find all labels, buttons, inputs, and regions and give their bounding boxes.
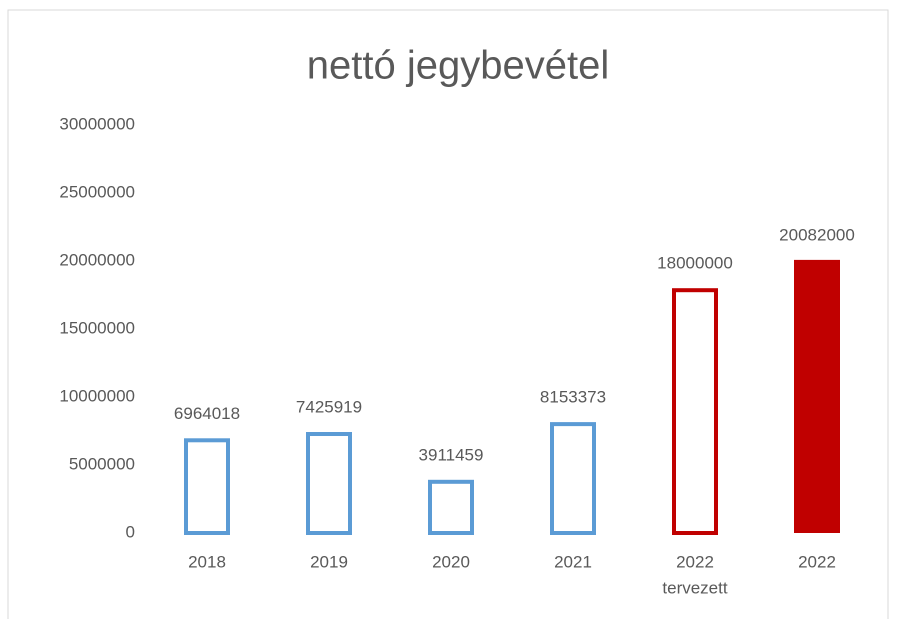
x-tick-label: 2018 [188, 552, 226, 571]
x-tick-label: 2022 [676, 552, 714, 571]
x-tick-label: 2019 [310, 552, 348, 571]
data-label: 20082000 [779, 225, 855, 244]
data-label: 7425919 [296, 397, 362, 416]
data-label: 8153373 [540, 388, 606, 407]
x-tick-label: tervezett [662, 578, 727, 597]
y-tick-label: 25000000 [59, 182, 135, 201]
bar [672, 288, 718, 536]
bar [184, 438, 230, 536]
data-label: 6964018 [174, 404, 240, 423]
bar [794, 259, 840, 533]
y-tick-label: 0 [126, 522, 135, 541]
y-tick-label: 5000000 [69, 454, 135, 473]
x-tick-label: 2022 [798, 552, 836, 571]
chart-frame [7, 9, 889, 619]
chart-title: nettó jegybevétel [307, 44, 609, 88]
y-tick-label: 10000000 [59, 386, 135, 405]
data-label: 18000000 [657, 254, 733, 273]
x-tick-label: 2021 [554, 552, 592, 571]
data-label: 3911459 [419, 445, 484, 464]
x-tick-label: 2020 [432, 552, 470, 571]
y-tick-label: 30000000 [59, 114, 135, 133]
bar [306, 432, 352, 536]
y-tick-label: 20000000 [59, 250, 135, 269]
y-tick-label: 15000000 [59, 318, 135, 337]
bar [550, 422, 596, 536]
bar [428, 479, 474, 536]
